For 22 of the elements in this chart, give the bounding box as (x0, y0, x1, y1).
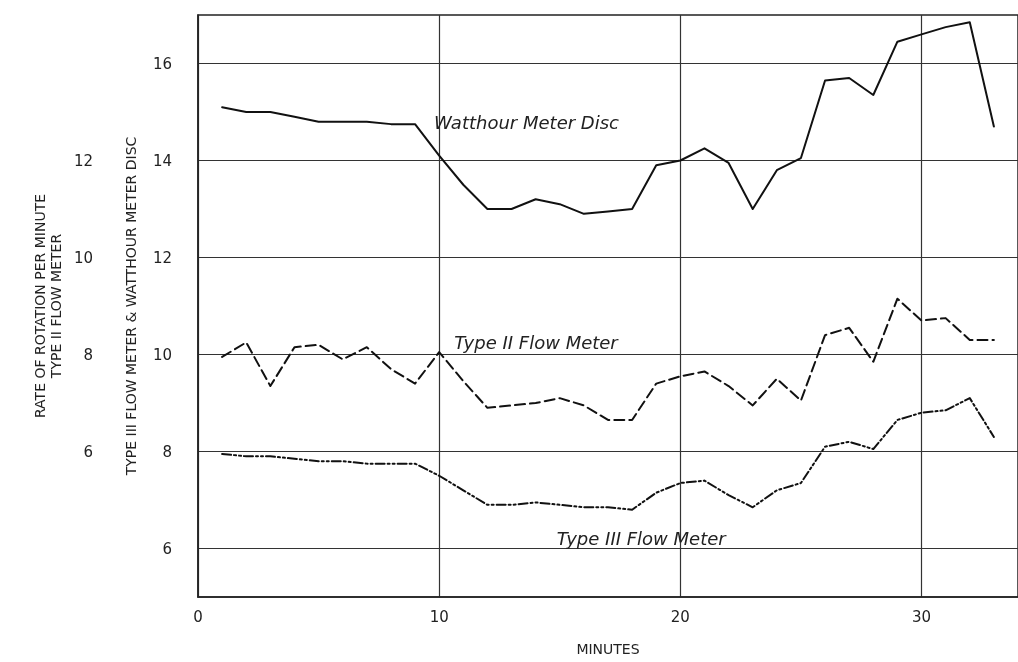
y2-tick-label: 12 (73, 151, 93, 170)
y-tick-label: 8 (162, 442, 172, 461)
x-axis-title: MINUTES (576, 641, 640, 657)
y2-axis-title: TYPE II FLOW METER (48, 233, 65, 380)
y2-tick-label: 10 (73, 248, 93, 267)
series-label: Type II Flow Meter (454, 331, 620, 353)
y-tick-label: 10 (152, 345, 172, 364)
y-tick-label: 12 (152, 248, 172, 267)
line-series (221, 297, 995, 421)
y-tick-label: 6 (162, 539, 172, 558)
line-series (221, 21, 995, 215)
y-tick-label: 14 (152, 151, 172, 170)
y-tick-label: 16 (152, 54, 172, 73)
text: RATE OF ROTATION PER MINUTE (32, 193, 48, 419)
y-axis-title: TYPE III FLOW METER & WATTHOUR METER DISC (123, 136, 139, 477)
x-tick-label: 10 (429, 607, 449, 626)
x-tick-label: 30 (911, 607, 932, 626)
y2-tick-label: 8 (83, 345, 93, 364)
x-tick-label: 0 (193, 607, 203, 626)
x-tick-label: 20 (670, 607, 690, 626)
y2-tick-label: 6 (83, 442, 93, 461)
line-series (221, 397, 995, 511)
